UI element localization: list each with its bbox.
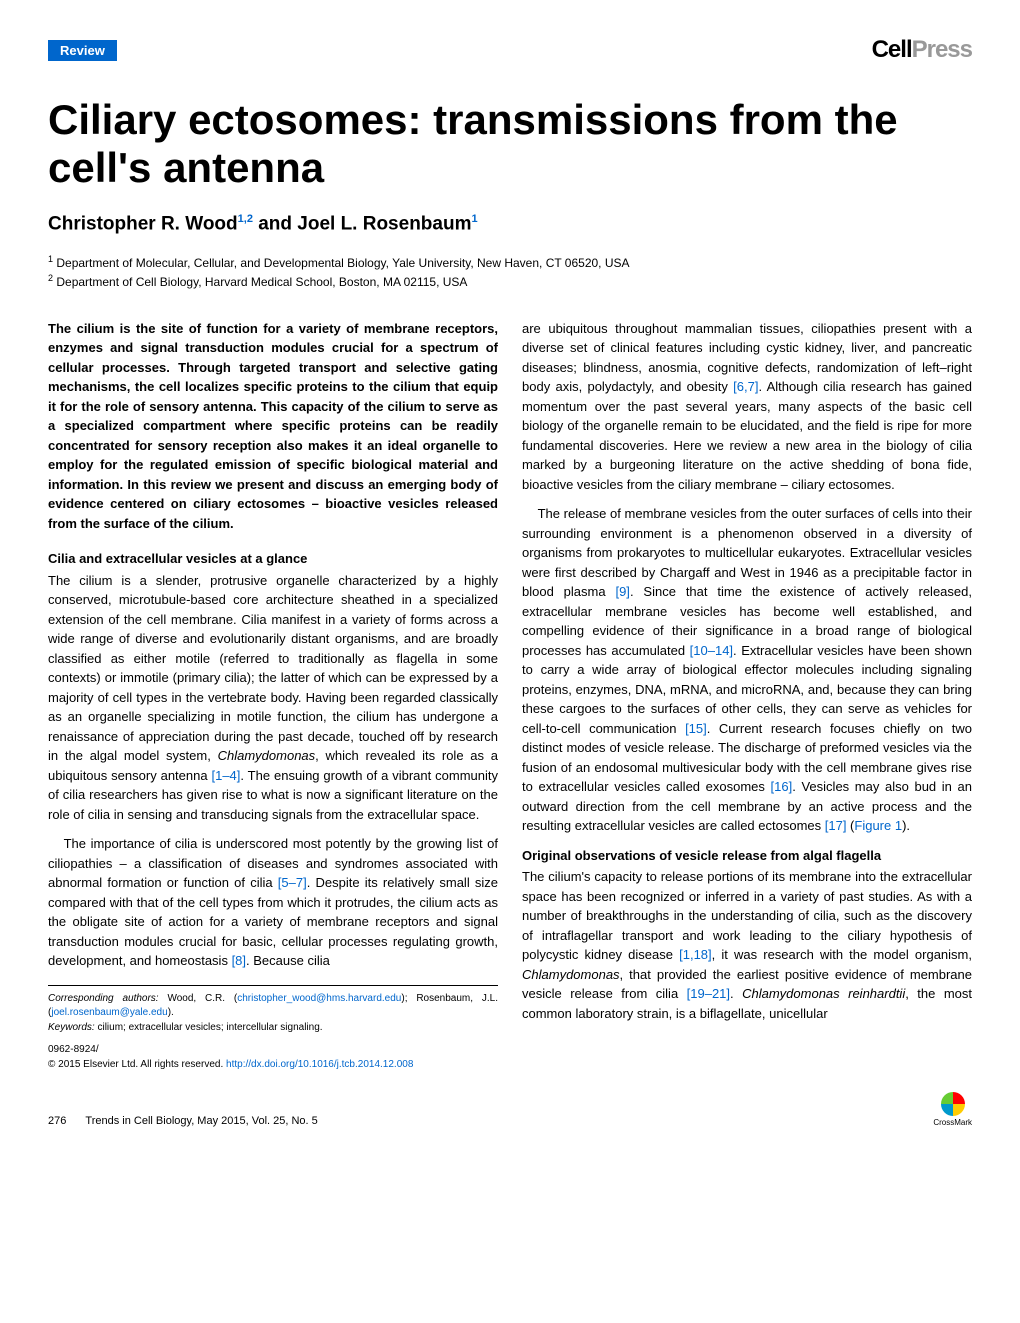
ref-1-4[interactable]: [1–4]: [211, 768, 240, 783]
doi-link[interactable]: http://dx.doi.org/10.1016/j.tcb.2014.12.…: [226, 1059, 413, 1070]
page-number: 276: [48, 1115, 66, 1127]
ref-19-21[interactable]: [19–21]: [687, 986, 730, 1001]
column-left: The cilium is the site of function for a…: [48, 319, 498, 1073]
copyright-line: © 2015 Elsevier Ltd. All rights reserved…: [48, 1058, 498, 1073]
ref-1-18[interactable]: [1,18]: [679, 947, 712, 962]
col2-para2: The release of membrane vesicles from th…: [522, 504, 972, 836]
ref-15[interactable]: [15]: [685, 721, 707, 736]
section-heading-2: Original observations of vesicle release…: [522, 846, 972, 866]
col2-para1: are ubiquitous throughout mammalian tiss…: [522, 319, 972, 495]
chlamydomonas-italic-2: Chlamydomonas: [522, 967, 620, 982]
review-badge: Review: [48, 40, 117, 61]
section-heading-1: Cilia and extracellular vesicles at a gl…: [48, 549, 498, 569]
keywords: Keywords: cilium; extracellular vesicles…: [48, 1021, 498, 1036]
author-and: and Joel L. Rosenbaum: [253, 213, 472, 234]
authors: Christopher R. Wood1,2 and Joel L. Rosen…: [48, 213, 972, 235]
section1-para1: The cilium is a slender, protrusive orga…: [48, 571, 498, 825]
ref-10-14[interactable]: [10–14]: [690, 643, 733, 658]
body-columns: The cilium is the site of function for a…: [48, 319, 972, 1073]
abstract: The cilium is the site of function for a…: [48, 319, 498, 534]
corresponding-authors: Corresponding authors: Wood, C.R. (chris…: [48, 992, 498, 1021]
crossmark-icon: [941, 1092, 965, 1116]
section2-para1: The cilium's capacity to release portion…: [522, 867, 972, 1023]
crossmark-label: CrossMark: [933, 1118, 972, 1127]
header-bar: Review CellPress: [48, 36, 972, 64]
logo-cell: Cell: [872, 36, 912, 63]
ref-9[interactable]: [9]: [615, 584, 629, 599]
email-wood[interactable]: christopher_wood@hms.harvard.edu: [237, 993, 401, 1004]
article-title: Ciliary ectosomes: transmissions from th…: [48, 96, 972, 193]
author-1-affil: 1,2: [238, 213, 253, 225]
affiliation-2: 2 Department of Cell Biology, Harvard Me…: [48, 272, 972, 291]
figure-1-link[interactable]: Figure 1: [854, 818, 902, 833]
ref-5-7[interactable]: [5–7]: [278, 875, 307, 890]
cellpress-logo: CellPress: [872, 36, 972, 64]
section1-para2: The importance of cilia is underscored m…: [48, 834, 498, 971]
ref-6-7[interactable]: [6,7]: [733, 379, 758, 394]
ref-8[interactable]: [8]: [232, 953, 246, 968]
crossmark-badge[interactable]: CrossMark: [933, 1092, 972, 1127]
chlamydomonas-italic: Chlamydomonas: [218, 748, 316, 763]
page-footer: 276 Trends in Cell Biology, May 2015, Vo…: [48, 1092, 972, 1127]
logo-press: Press: [912, 36, 972, 63]
footnotes: Corresponding authors: Wood, C.R. (chris…: [48, 985, 498, 1073]
affiliations: 1 Department of Molecular, Cellular, and…: [48, 253, 972, 291]
ref-17[interactable]: [17]: [825, 818, 847, 833]
issn: 0962-8924/: [48, 1043, 498, 1058]
author-1: Christopher R. Wood: [48, 213, 238, 234]
journal-info: Trends in Cell Biology, May 2015, Vol. 2…: [85, 1115, 317, 1127]
ref-16[interactable]: [16]: [771, 779, 793, 794]
email-rosenbaum[interactable]: joel.rosenbaum@yale.edu: [51, 1007, 167, 1018]
column-right: are ubiquitous throughout mammalian tiss…: [522, 319, 972, 1073]
chlamydomonas-reinhardtii-italic: Chlamydomonas reinhardtii: [742, 986, 905, 1001]
footer-left: 276 Trends in Cell Biology, May 2015, Vo…: [48, 1115, 318, 1127]
author-2-affil: 1: [471, 213, 477, 225]
affiliation-1: 1 Department of Molecular, Cellular, and…: [48, 253, 972, 272]
